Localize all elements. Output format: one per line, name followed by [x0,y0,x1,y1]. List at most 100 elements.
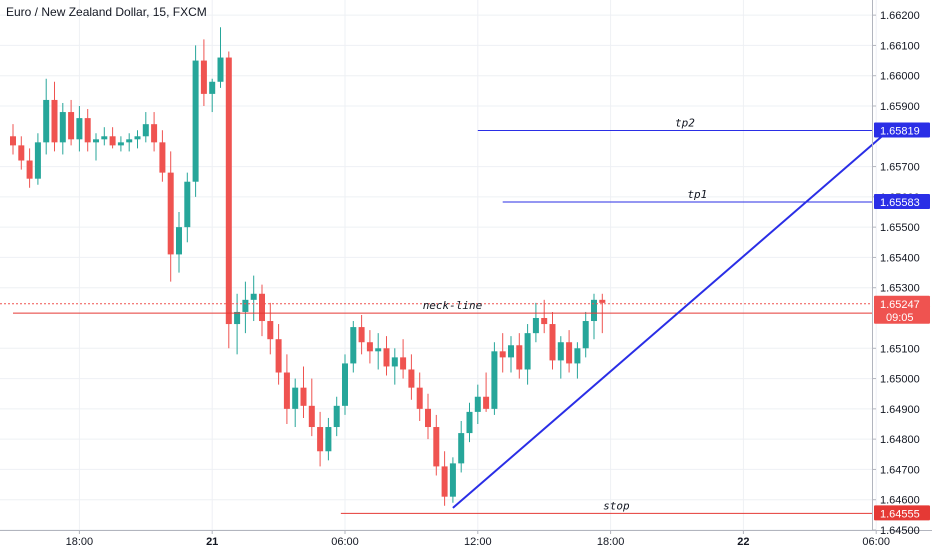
y-tick-label: 1.65000 [880,374,920,386]
y-tick-label: 1.66100 [880,40,920,52]
candle-body [508,345,514,358]
candle-body [358,327,365,343]
candle-body [176,227,182,255]
candle-body [93,139,99,143]
x-tick-label: 21 [206,536,218,548]
candle-body [76,118,83,140]
y-tick-label: 1.64900 [880,404,920,416]
candle-body [126,139,133,143]
candle-body [582,321,589,349]
candle-body [591,299,597,322]
candle-body [250,293,257,300]
candle-body [400,357,407,370]
y-tick-label: 1.64700 [880,464,920,476]
y-tick-label: 1.65700 [880,162,920,174]
y-tick-label: 1.65400 [880,252,920,264]
candle-body [43,99,50,143]
candle-body [557,342,564,361]
candle-body [192,60,199,182]
candle-body [242,299,249,312]
tp2-badge [874,122,930,138]
candle-body [350,327,357,364]
candle-body [283,372,290,409]
candle-body [308,405,315,428]
candle-body [51,99,58,143]
x-tick-label: 06:00 [862,536,890,548]
tp1-label: tp1 [687,188,707,201]
candle-body [566,342,573,364]
x-tick-label: 18:00 [66,536,94,548]
candle-body [234,311,241,325]
candle-body [134,136,141,140]
tp1-badge-text: 1.65583 [880,197,920,209]
candle-body [516,345,523,370]
candle-body [84,118,91,143]
candle-body [532,318,539,334]
candle-body [449,463,456,497]
candle-body [333,405,340,428]
candle-body [317,427,324,452]
candle-body [416,387,423,409]
candle-body [425,408,431,428]
y-tick-label: 1.65900 [880,101,920,113]
price-axis[interactable]: 1.662001.661001.660001.659001.657001.656… [872,10,920,537]
y-tick-label: 1.65300 [880,283,920,295]
candle-body [101,136,108,140]
candle-body [59,112,66,143]
neck-line-label: neck-line [423,299,483,312]
candle-body [383,348,390,367]
candle-body [541,318,548,325]
candle-body [466,411,473,434]
candle-body [200,60,207,94]
candle-body [26,160,33,179]
candle-body [117,142,124,146]
current-price-badge [874,295,930,324]
candle-body [217,57,224,82]
candle-body [366,342,373,352]
candle-body [375,348,382,352]
candle-body [483,396,490,409]
candle-body [408,369,415,388]
candle-body [300,387,307,406]
candle-body [599,299,606,303]
y-tick-label: 1.66200 [880,10,920,22]
y-tick-label: 1.64500 [880,525,920,537]
candle-body [275,339,282,373]
candle-body [167,172,174,255]
candle-body [142,124,149,137]
candlestick-series [10,27,606,506]
candle-body [34,142,41,179]
stop-label: stop [603,499,630,512]
tp2-badge-text: 1.65819 [880,126,920,138]
candle-body [491,351,498,409]
candle-body [109,136,116,146]
candle-body [342,363,348,406]
candle-body [18,145,25,161]
chart-title: Euro / New Zealand Dollar, 15, FXCM [6,5,207,19]
candle-body [209,81,216,94]
candle-body [184,181,191,228]
candle-body [474,396,481,412]
stop-badge-text: 1.64555 [880,508,920,520]
candle-body [10,136,16,146]
time-axis[interactable]: 18:00 21 06:00 12:00 18:00 22 06:00 [66,530,890,548]
current-price-text: 1.65247 [880,299,920,311]
y-tick-label: 1.64600 [880,495,920,507]
x-tick-label: 06:00 [331,536,359,548]
candle-body [458,433,465,464]
candle-body [159,142,166,173]
x-tick-label: 22 [737,536,749,548]
x-tick-label: 18:00 [597,536,625,548]
candle-body [549,324,556,361]
y-tick-label: 1.64800 [880,434,920,446]
candle-body [68,112,75,140]
candle-body [151,124,158,143]
candle-body [267,321,274,340]
drawing-overlays: tp2 tp1 neck-line stop [0,117,890,514]
candle-body [225,57,232,325]
x-tick-label: 12:00 [464,536,492,548]
candle-body [325,427,332,452]
stop-badge [874,505,930,521]
